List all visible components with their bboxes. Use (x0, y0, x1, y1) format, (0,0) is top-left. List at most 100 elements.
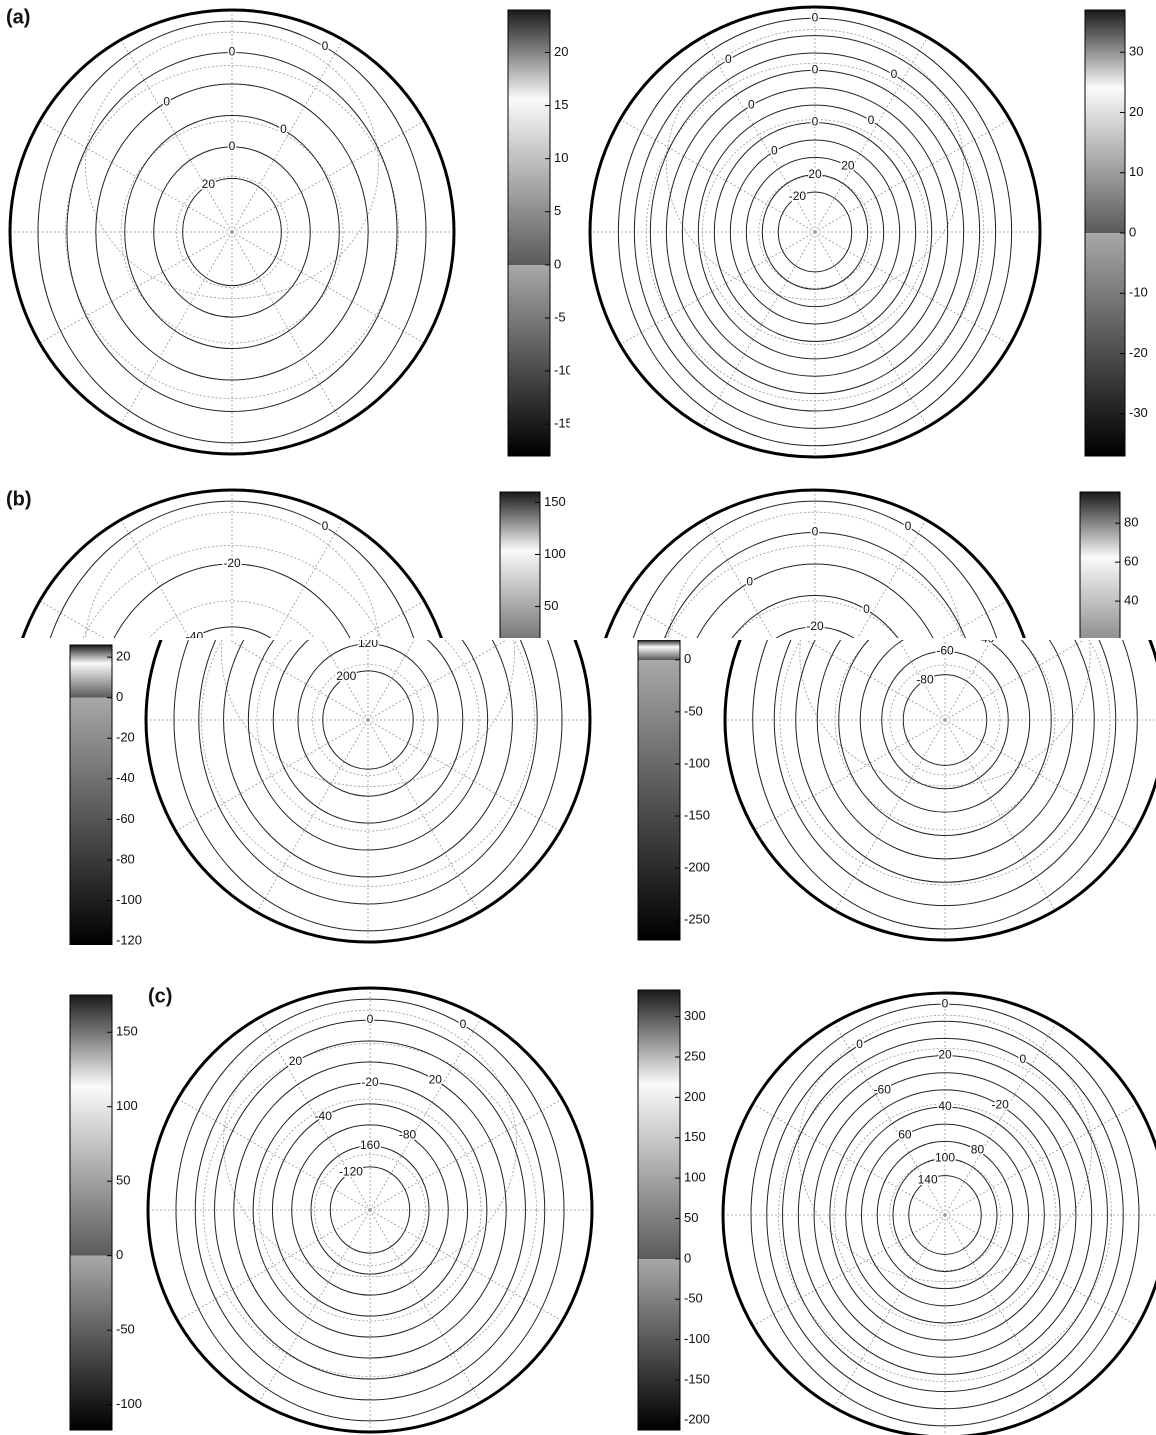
contour-label: 20 (289, 1054, 303, 1068)
contour-label: 0 (942, 996, 949, 1010)
contour-label: 0 (367, 1012, 374, 1026)
panel-label: (a) (6, 6, 30, 28)
contour-label: -80 (916, 672, 934, 686)
colorbar (70, 645, 112, 945)
colorbar-tick-label: 15 (554, 97, 568, 112)
contour-line (766, 658, 865, 765)
colorbar (1080, 492, 1120, 757)
contour-label: 40 (938, 1099, 952, 1113)
grid-meridian (232, 601, 424, 712)
colorbar-tick-label: -50 (684, 1291, 703, 1306)
contour-label: -20 (789, 189, 807, 203)
contour-label: 80 (971, 1143, 985, 1157)
grid-meridian (754, 610, 945, 720)
colorbar-tick-label: -120 (116, 932, 142, 947)
colorbar-tick-label: 0 (554, 256, 561, 271)
contour-label: -60 (874, 1082, 892, 1096)
colorbar-tick-label: -50 (116, 1322, 135, 1337)
grid-arc (85, 32, 378, 298)
colorbar-tick-label: 20 (1129, 104, 1143, 119)
colorbar-tick-label: 50 (684, 1210, 698, 1225)
colorbar (508, 10, 550, 456)
colorbar-tick-label: -100 (116, 892, 142, 907)
grid-meridian (754, 720, 945, 830)
grid-circle (177, 657, 288, 768)
colorbar-tick-label: 5 (554, 203, 561, 218)
colorbar-tick-label: 100 (684, 1170, 706, 1185)
colorbar (500, 492, 540, 794)
contour-label: 0 (812, 63, 819, 77)
contour-label: 140 (918, 1173, 938, 1187)
panel-label: (c) (148, 985, 172, 1007)
contour-line (737, 627, 894, 797)
contour-label: 0 (460, 1017, 467, 1031)
colorbar (1085, 10, 1125, 456)
colorbar-tick-label: 150 (684, 1129, 706, 1144)
grid-meridian (176, 720, 368, 831)
grid-meridian (121, 40, 232, 232)
contour-label: -40 (315, 1109, 333, 1123)
contour-label: 160 (360, 1138, 380, 1152)
colorbar (638, 640, 680, 940)
contour-line (679, 564, 951, 860)
contour-label: -20 (223, 556, 241, 570)
grid-meridian (945, 1104, 1137, 1215)
contour-label: 0 (748, 98, 755, 112)
colorbar-tick-label: -50 (684, 703, 703, 718)
colorbar-tick-label: 0 (116, 1247, 123, 1262)
colorbar-tick-label: -100 (684, 1331, 710, 1346)
contour-label: 0 (905, 519, 912, 533)
grid-meridian (232, 232, 424, 343)
contour-label: -120 (339, 1164, 363, 1178)
colorbar-tick-label: 100 (544, 546, 566, 561)
colorbar-tick-label: -10 (1129, 285, 1148, 300)
colorbar-tick-label: 20 (554, 44, 568, 59)
colorbar-tick-label: 30 (1129, 44, 1143, 59)
contour-label: 0 (812, 525, 819, 539)
grid-meridian (815, 37, 928, 232)
colorbar-tick-label: 0 (684, 651, 691, 666)
colorbar-tick-label: -150 (684, 1371, 710, 1386)
colorbar-tick-label: -150 (684, 807, 710, 822)
contour-label: 0 (725, 52, 732, 66)
contour-label: 0 (812, 115, 819, 129)
contour-label: 0 (163, 94, 170, 108)
contour-label: 200 (336, 669, 356, 683)
panel-label: (b) (6, 488, 32, 510)
contour-label: 0 (272, 527, 279, 541)
contour-label: 0 (942, 503, 949, 517)
grid-meridian (815, 601, 1007, 712)
grid-arc (85, 32, 378, 298)
contour-label: -20 (361, 1075, 379, 1089)
contour-label: 0 (856, 1037, 863, 1051)
panel: 140100806040-20-6020000-200-150-100-5005… (638, 990, 1156, 1435)
contour-label: 60 (898, 1127, 912, 1141)
colorbar (638, 990, 680, 1430)
colorbar-tick-label: -30 (1129, 405, 1148, 420)
colorbar-tick-label: 40 (1124, 593, 1138, 608)
colorbar-tick-label: -80 (116, 851, 135, 866)
contour-label: 20 (938, 1048, 952, 1062)
contour-label: 0 (446, 551, 453, 565)
colorbar-tick-label: -40 (116, 770, 135, 785)
contour-label: 100 (935, 1151, 955, 1165)
grid-meridian (815, 712, 1007, 823)
grid-meridian (257, 528, 368, 720)
grid-meridian (40, 232, 232, 343)
grid-meridian (232, 712, 424, 823)
colorbar-tick-label: -200 (684, 1412, 710, 1427)
contour-label: -80 (399, 1127, 417, 1141)
colorbar-tick-label: -20 (116, 730, 135, 745)
contour-label: 0 (746, 574, 753, 588)
grid-meridian (232, 121, 424, 232)
contour-label: -40 (977, 631, 995, 645)
grid-meridian (835, 529, 945, 720)
colorbar-tick-label: 0 (684, 1250, 691, 1265)
contour-label: 0 (280, 122, 287, 136)
colorbar-tick-label: 150 (116, 1024, 138, 1039)
colorbar-tick-label: 200 (684, 1089, 706, 1104)
contour-label: 40 (938, 573, 952, 587)
colorbar-tick-label: -20 (1129, 345, 1148, 360)
grid-meridian (176, 609, 368, 720)
contour-label: 20 (429, 1072, 443, 1086)
